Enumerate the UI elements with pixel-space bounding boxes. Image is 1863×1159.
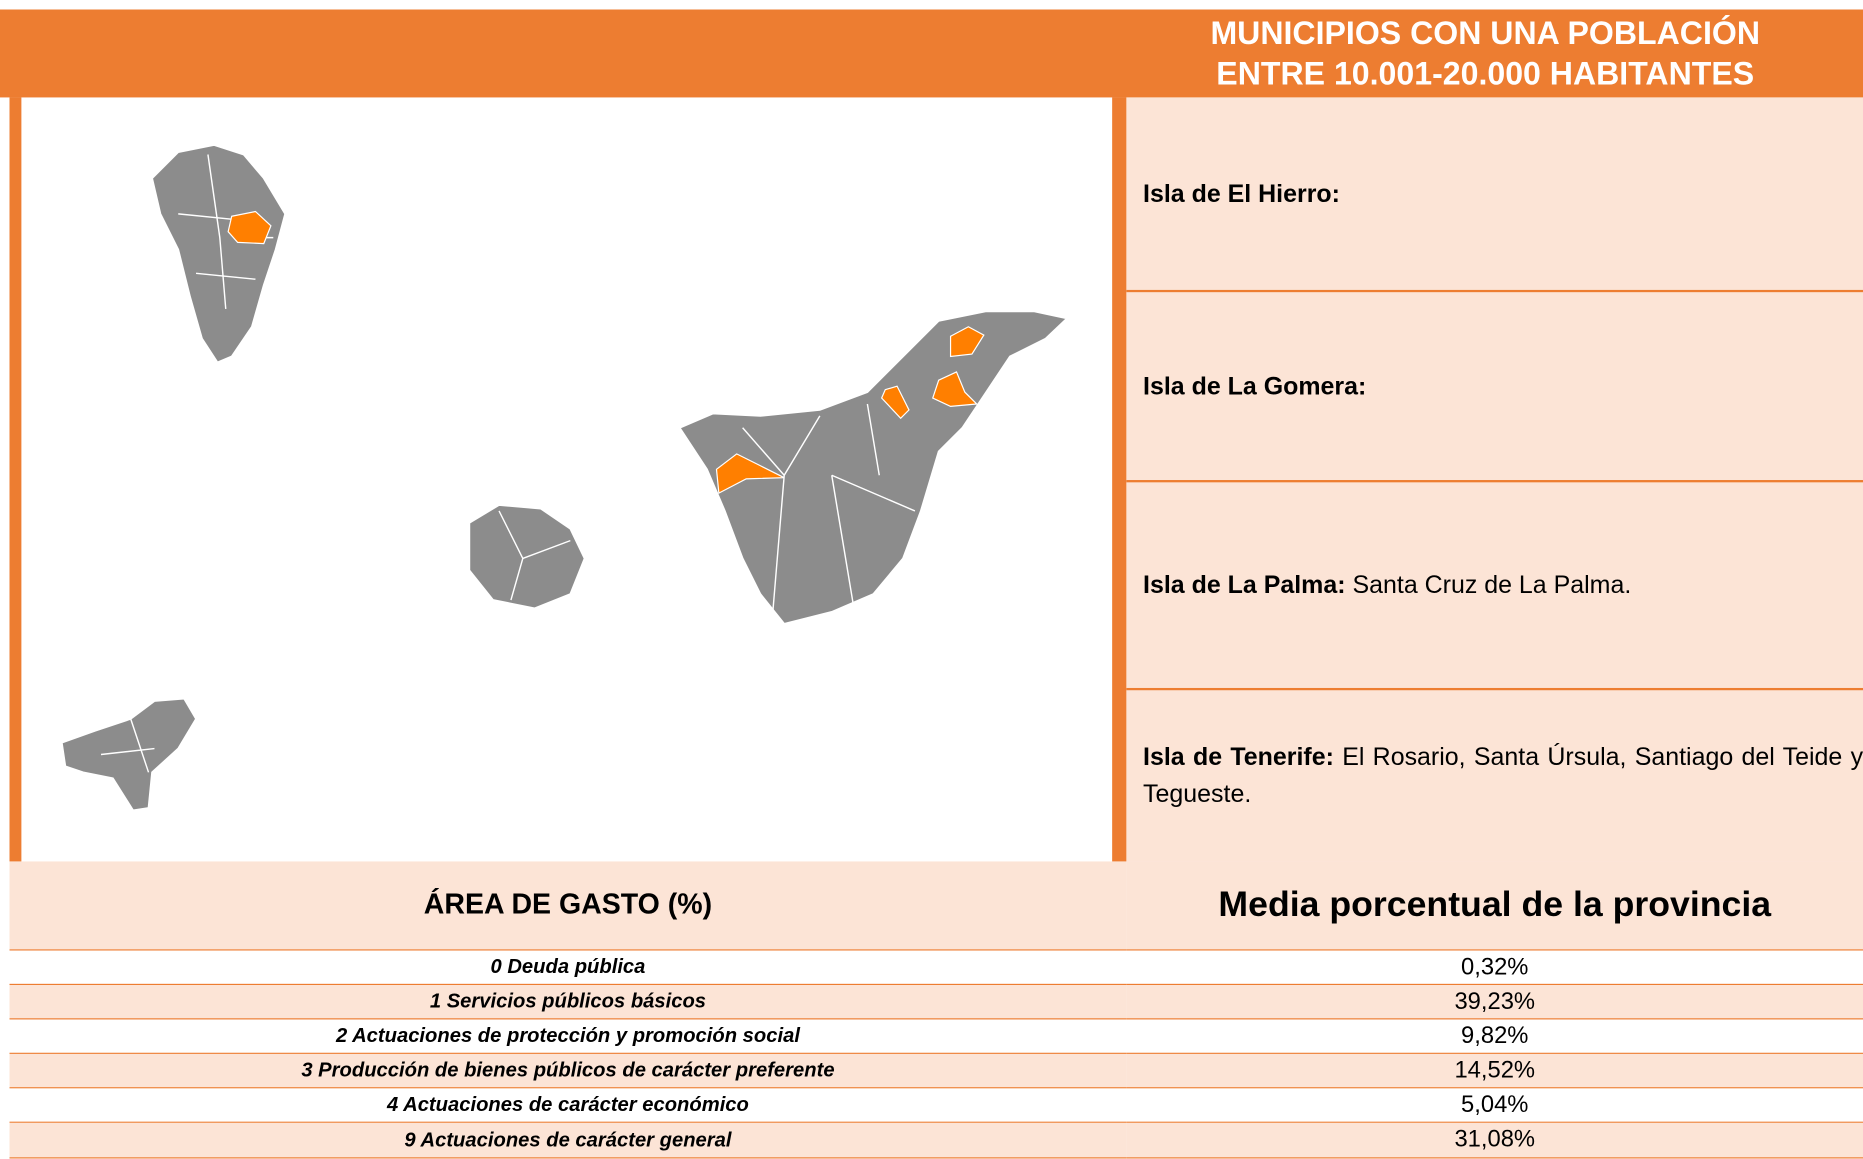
title-line: ENTRE 10.001-20.000 HABITANTES — [1216, 55, 1755, 92]
table-header: Media porcentual de la provincia — [1126, 861, 1863, 951]
value-cell: 39,23% — [1126, 985, 1863, 1020]
area-cell: 0 Deuda pública — [9, 950, 1127, 986]
island-panel: Isla de El Hierro: Isla de La Gomera: Isla… — [1126, 97, 1863, 862]
value-cell: 5,04% — [1126, 1088, 1863, 1123]
divider — [1112, 97, 1127, 862]
island-municipalities: El Rosario, Santa Úrsula, Santiago del T… — [1143, 743, 1863, 808]
area-cell: 1 Servicios públicos básicos — [9, 985, 1127, 1020]
value-cell: 9,82% — [1126, 1019, 1863, 1054]
area-cell: 9 Actuaciones de carácter general — [9, 1122, 1127, 1159]
island-cell: Isla de El Hierro: — [1126, 97, 1863, 293]
map — [60, 144, 1069, 812]
value-cell: 0,32% — [1126, 950, 1863, 986]
area-cell: 3 Producción de bienes públicos de carác… — [9, 1053, 1127, 1089]
island-cell: Isla de La Gomera: — [1126, 292, 1863, 483]
island-cell: Isla de Tenerife: El Rosario, Santa Úrsu… — [1126, 690, 1863, 862]
title-band: MUNICIPIOS CON UNA POBLACIÓN ENTRE 10.00… — [0, 9, 1863, 98]
left-border — [9, 97, 22, 862]
island-text: Isla de Tenerife: El Rosario, Santa Úrsu… — [1143, 739, 1863, 813]
island-municipalities: Santa Cruz de La Palma. — [1352, 571, 1632, 599]
area-cell: 4 Actuaciones de carácter económico — [9, 1088, 1127, 1123]
title-line: MUNICIPIOS CON UNA POBLACIÓN — [1210, 15, 1761, 52]
value-cell: 31,08% — [1126, 1122, 1863, 1159]
island-label: Isla de La Gomera: — [1143, 372, 1367, 400]
island-label: Isla de La Palma: — [1143, 571, 1346, 599]
island-label: Isla de Tenerife: — [1143, 743, 1334, 772]
area-cell: 2 Actuaciones de protección y promoción … — [9, 1019, 1127, 1054]
island-cell: Isla de La Palma: Santa Cruz de La Palma… — [1126, 482, 1863, 691]
island-text: Isla de La Palma: Santa Cruz de La Palma… — [1143, 567, 1863, 604]
island-label: Isla de El Hierro: — [1143, 180, 1340, 208]
value-cell: 14,52% — [1126, 1053, 1863, 1089]
table-header: ÁREA DE GASTO (%) — [9, 861, 1127, 951]
island-text: Isla de La Gomera: — [1143, 368, 1863, 405]
island-text: Isla de El Hierro: — [1143, 175, 1863, 212]
